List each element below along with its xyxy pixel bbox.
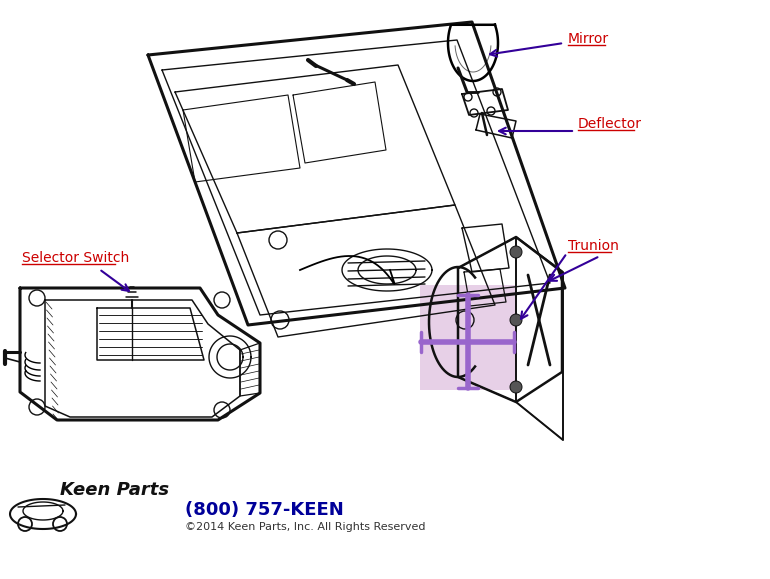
Text: Keen Parts: Keen Parts (60, 481, 169, 499)
Text: ©2014 Keen Parts, Inc. All Rights Reserved: ©2014 Keen Parts, Inc. All Rights Reserv… (185, 522, 426, 532)
Text: Mirror: Mirror (568, 32, 609, 46)
Circle shape (510, 314, 522, 326)
Bar (420, 285, 516, 390)
Text: Selector Switch: Selector Switch (22, 251, 129, 265)
Text: (800) 757-KEEN: (800) 757-KEEN (185, 501, 343, 519)
Text: Trunion: Trunion (568, 239, 619, 253)
Circle shape (510, 246, 522, 258)
Text: Deflector: Deflector (578, 117, 642, 131)
Circle shape (510, 381, 522, 393)
